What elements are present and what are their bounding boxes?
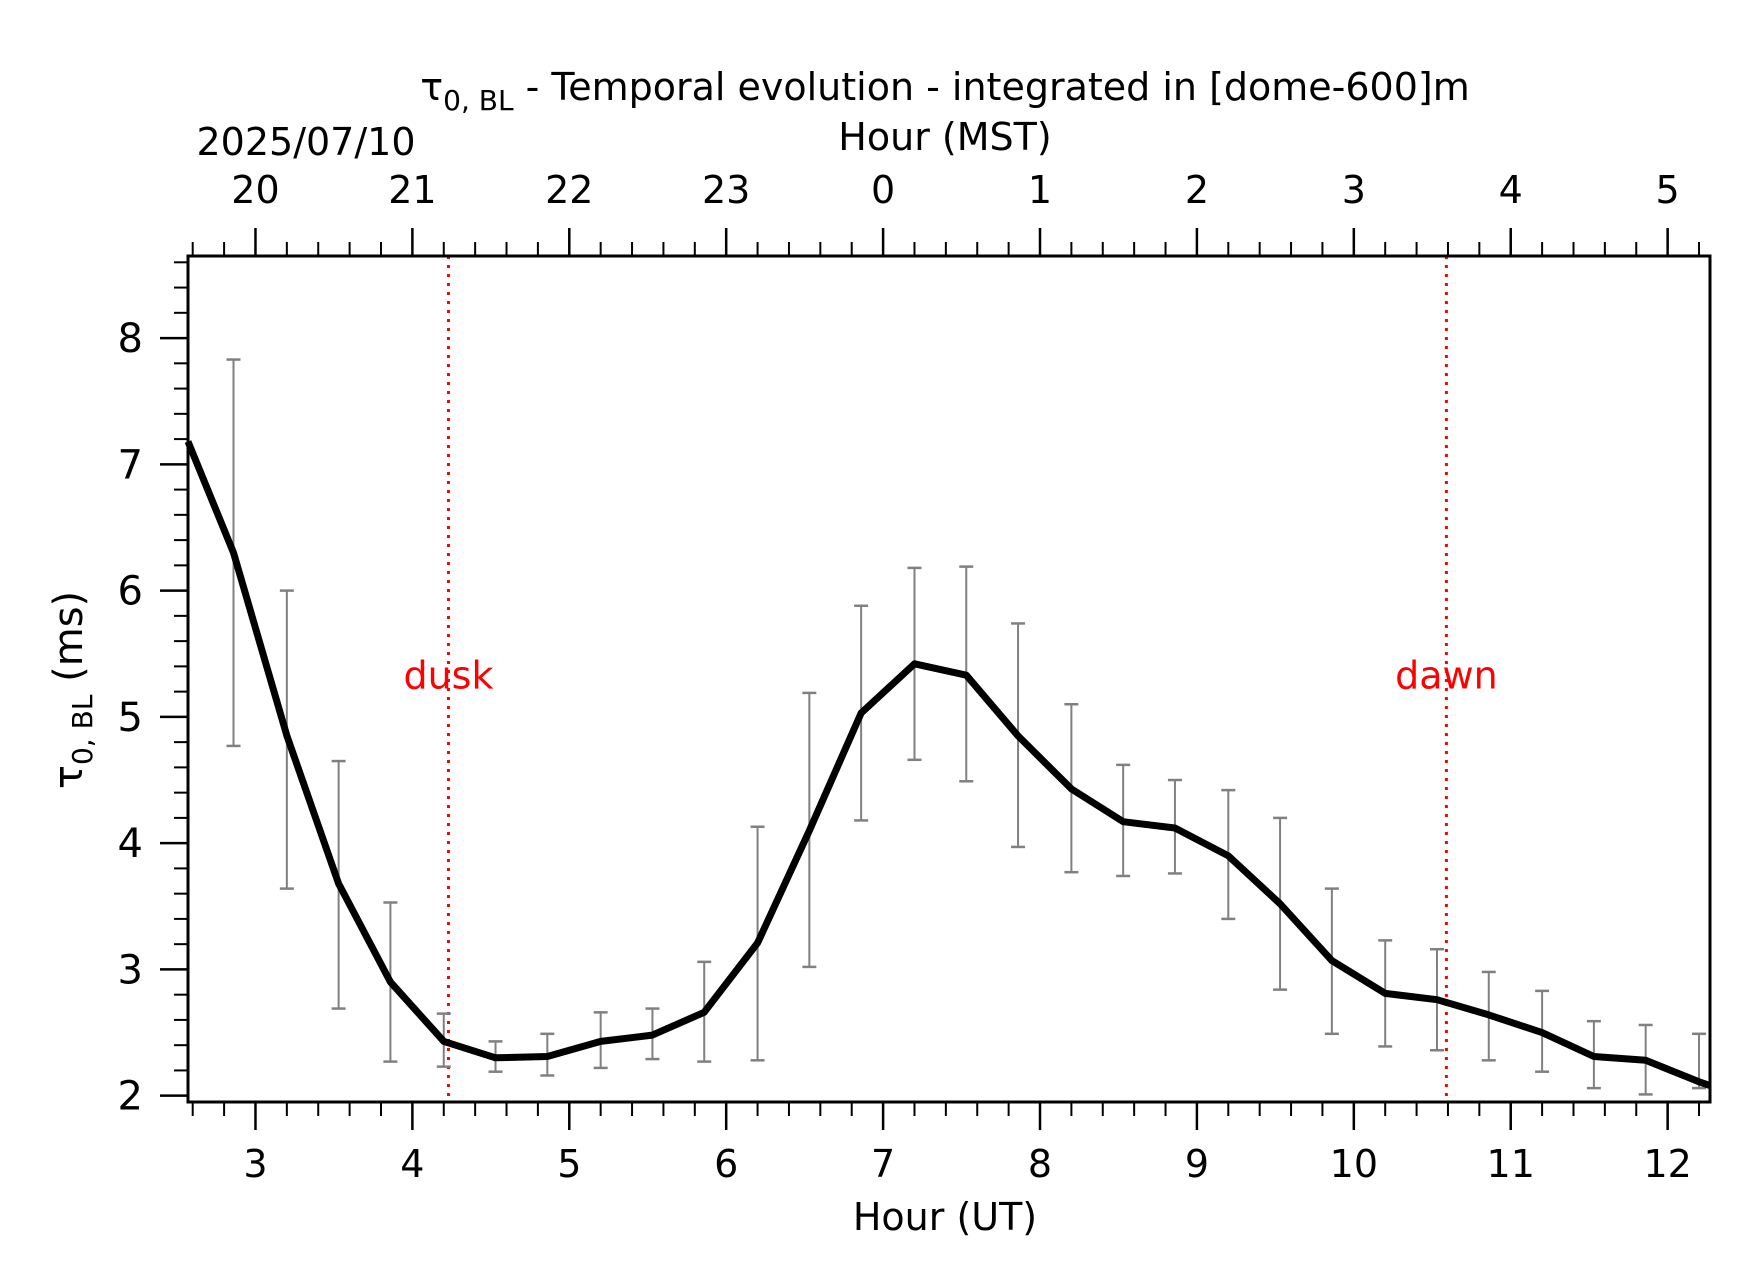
top-tick-label: 0 xyxy=(871,168,895,212)
top-tick-label: 20 xyxy=(231,168,279,212)
chart-title: τ0, BL - Temporal evolution - integrated… xyxy=(420,65,1470,117)
top-tick-label: 22 xyxy=(545,168,593,212)
top-tick-label: 2 xyxy=(1185,168,1209,212)
y-tick-label: 4 xyxy=(118,821,143,867)
x-tick-label: 11 xyxy=(1487,1142,1535,1186)
top-tick-label: 21 xyxy=(388,168,436,212)
top-tick-label: 5 xyxy=(1656,168,1680,212)
x-tick-label: 5 xyxy=(557,1142,581,1186)
top-tick-label: 4 xyxy=(1499,168,1523,212)
plot-frame xyxy=(186,254,1712,1104)
x-tick-label: 9 xyxy=(1185,1142,1209,1186)
y-tick-label: 2 xyxy=(118,1074,143,1120)
y-tick-label: 5 xyxy=(118,695,143,741)
x-tick-label: 3 xyxy=(243,1142,267,1186)
x-axis-label: Hour (UT) xyxy=(853,1195,1037,1239)
x-tick-label: 4 xyxy=(400,1142,424,1186)
y-tick-label: 6 xyxy=(118,569,143,615)
y-tick-label: 7 xyxy=(118,442,143,488)
y-axis-label-symbol: τ xyxy=(46,765,92,789)
x-tick-label: 7 xyxy=(871,1142,895,1186)
y-axis-label-subscript: 0, BL xyxy=(66,694,99,765)
top-tick-label: 3 xyxy=(1342,168,1366,212)
date-label: 2025/07/10 xyxy=(196,120,415,164)
top-tick-label: 23 xyxy=(702,168,750,212)
dawn-label: dawn xyxy=(1395,653,1498,697)
x-tick-label: 10 xyxy=(1330,1142,1378,1186)
chart-title-subscript: 0, BL xyxy=(443,84,514,117)
event-lines: dusk dawn xyxy=(403,256,1498,1102)
x-tick-label: 6 xyxy=(714,1142,738,1186)
y-tick-label: 8 xyxy=(118,316,143,362)
top-tick-label: 1 xyxy=(1028,168,1052,212)
y-axis-label: τ0, BL (ms) xyxy=(46,591,99,789)
series-lines xyxy=(184,440,1712,1089)
y-tick-label: 3 xyxy=(118,947,143,993)
y-axis-label-rest: (ms) xyxy=(46,591,92,695)
top-axis-label: Hour (MST) xyxy=(838,115,1051,159)
chart-title-rest: - Temporal evolution - integrated in [do… xyxy=(514,65,1470,109)
x-tick-label: 12 xyxy=(1643,1142,1691,1186)
dusk-label: dusk xyxy=(403,653,493,697)
chart-title-symbol: τ xyxy=(420,65,443,109)
x-tick-label: 8 xyxy=(1028,1142,1052,1186)
chart-title-text: τ0, BL - Temporal evolution - integrated… xyxy=(420,65,1470,117)
series-line xyxy=(184,440,1712,1089)
